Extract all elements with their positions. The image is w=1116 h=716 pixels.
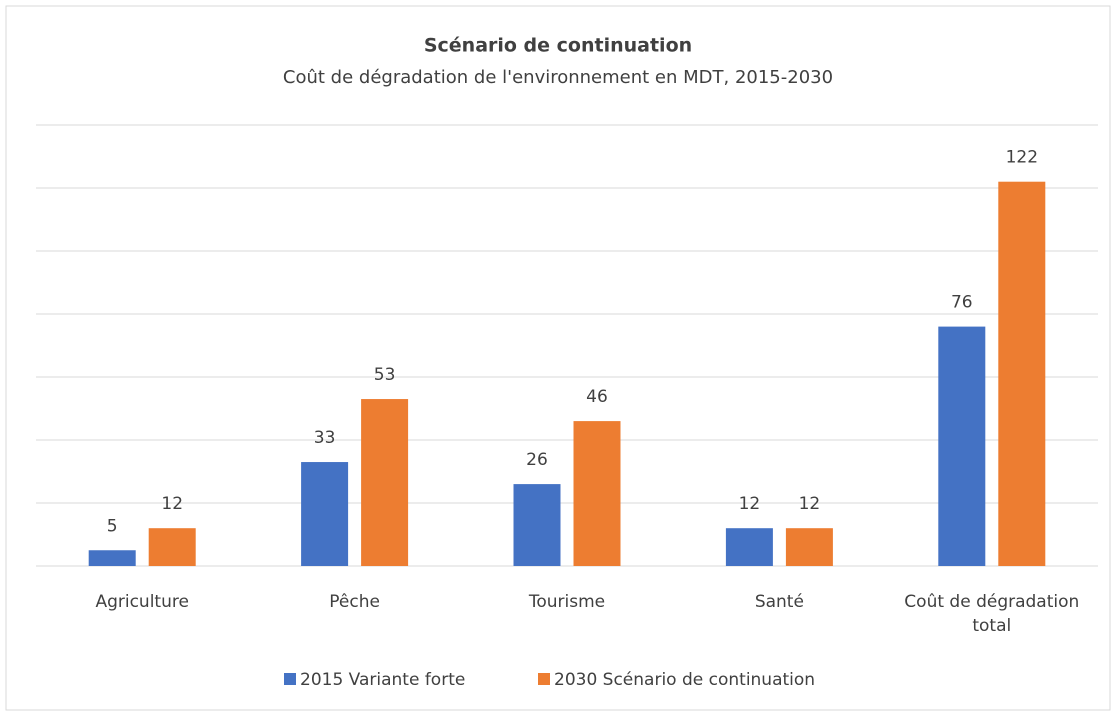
bar — [301, 462, 349, 566]
legend-label: 2030 Scénario de continuation — [554, 670, 815, 690]
x-tick-label: Tourisme — [528, 592, 606, 612]
bar — [513, 484, 561, 566]
data-label: 76 — [951, 293, 973, 313]
legend-swatch — [538, 673, 550, 685]
bar — [998, 181, 1046, 566]
chart-frame — [5, 5, 1111, 711]
legend-swatch — [284, 673, 296, 685]
data-label: 26 — [526, 450, 548, 470]
bar — [573, 421, 621, 566]
bar — [785, 528, 833, 566]
data-label: 46 — [586, 387, 608, 407]
data-label: 5 — [107, 516, 118, 536]
x-tick-label: Santé — [754, 592, 804, 612]
data-label: 12 — [161, 494, 183, 514]
bar — [88, 550, 136, 566]
data-label: 53 — [374, 365, 396, 385]
x-tick-label: Agriculture — [95, 592, 189, 612]
bar — [148, 528, 196, 566]
bar — [361, 399, 409, 566]
bar — [725, 528, 773, 566]
x-tick-label: Coût de dégradation total — [904, 592, 1080, 636]
chart-subtitle: Coût de dégradation de l'environnement e… — [283, 67, 833, 88]
x-tick-label: Pêche — [329, 592, 380, 612]
data-label: 122 — [1006, 148, 1038, 168]
data-label: 12 — [739, 494, 761, 514]
data-label: 33 — [314, 428, 336, 448]
legend-label: 2015 Variante forte — [300, 670, 465, 690]
chart-title: Scénario de continuation — [424, 35, 692, 57]
bar — [938, 326, 986, 566]
data-label: 12 — [799, 494, 821, 514]
